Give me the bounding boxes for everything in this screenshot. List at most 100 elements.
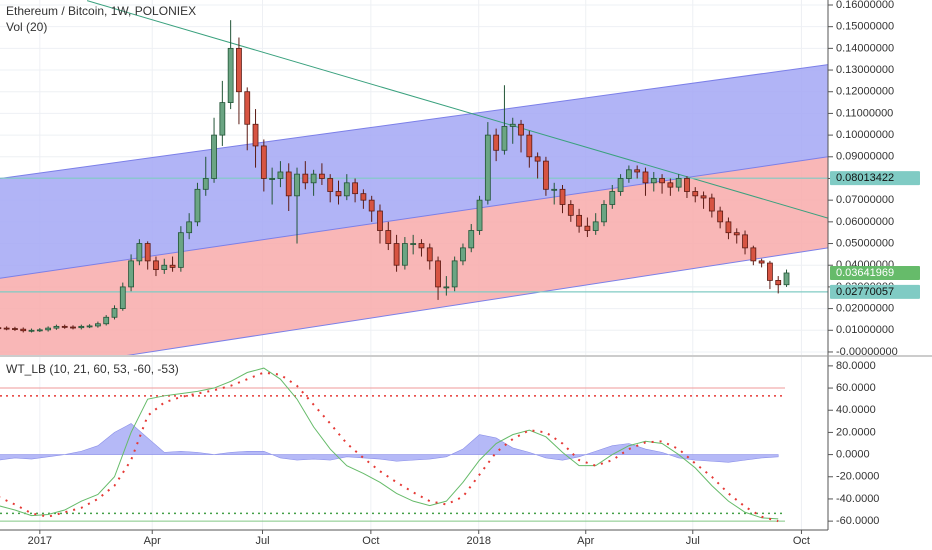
candle-body: [20, 328, 27, 332]
x-tick-label: Oct: [793, 535, 810, 547]
price-label-box: [830, 171, 920, 186]
channel-line: [0, 64, 828, 179]
y-tick-label: 0.09000000: [836, 151, 894, 163]
y-tick-label: 0.15000000: [836, 21, 894, 33]
y-tick-label: 0.14000000: [836, 42, 894, 54]
candle-body: [352, 182, 358, 195]
x-tick-label: 2017: [28, 535, 52, 547]
candle-body: [12, 328, 18, 330]
candle-body: [119, 286, 126, 309]
candle-body: [53, 325, 60, 329]
volume-label: Vol (20): [6, 20, 47, 34]
candle-body: [61, 325, 68, 328]
candle-body: [725, 221, 732, 234]
chart-title: Ethereum / Bitcoin, 1W, POLONIEX: [6, 4, 196, 18]
candle-body: [559, 188, 566, 205]
candle-body: [144, 243, 151, 262]
candle-body: [534, 156, 541, 162]
candle-body: [219, 102, 226, 136]
indicator-line: [0, 367, 779, 520]
candle-body: [401, 243, 408, 266]
candle-body: [476, 199, 483, 231]
candle-body: [211, 134, 217, 179]
x-tick-label: Oct: [362, 535, 379, 547]
candle-body: [202, 178, 209, 190]
candle-body: [609, 191, 616, 205]
y-tick-label: 0.01000000: [836, 324, 894, 336]
candle-body: [368, 199, 375, 212]
candle-body: [177, 232, 184, 268]
candle-body: [733, 232, 740, 236]
candle-body: [551, 188, 558, 191]
y-tick-label: 0.16000000: [836, 0, 894, 11]
candle-body: [783, 272, 790, 286]
channel-lower-band: [0, 156, 828, 355]
candle-body: [617, 178, 624, 192]
candle-body: [625, 169, 632, 179]
x-tick-label: Jul: [255, 535, 269, 547]
y-tick-label: 0.10000000: [836, 129, 894, 141]
candle-body: [360, 193, 367, 201]
candle-body: [750, 247, 757, 262]
candle-body: [161, 264, 168, 270]
candle-body: [601, 204, 607, 223]
candle-body: [659, 178, 665, 184]
candle-body: [3, 327, 10, 330]
candle-body: [650, 178, 657, 184]
indicator-line: [0, 371, 779, 523]
candle-body: [252, 123, 259, 147]
candle-body: [592, 221, 599, 231]
candle-body: [70, 326, 76, 329]
candle-body: [194, 188, 201, 223]
candle-body: [775, 280, 782, 286]
y-tick-label: -60.0000: [836, 515, 879, 527]
candle-body: [426, 247, 433, 262]
candle-body: [136, 243, 143, 262]
candle-body: [509, 123, 516, 127]
indicator-pane: [0, 357, 802, 530]
x-tick-label: Jul: [686, 535, 700, 547]
candle-body: [484, 134, 491, 201]
candle-body: [700, 195, 707, 199]
candle-body: [758, 260, 765, 264]
y-tick-label: 0.0000: [836, 448, 870, 460]
y-tick-label: 0.05000000: [836, 237, 894, 249]
candle-body: [277, 171, 284, 179]
candle-body: [186, 221, 193, 234]
y-tick-label: 0.07000000: [836, 194, 894, 206]
price-label: 0.08013422: [836, 172, 894, 184]
y-tick-label: -0.00000000: [836, 346, 898, 358]
candle-body: [227, 47, 234, 103]
price-label-box: [830, 284, 920, 299]
candle-body: [584, 225, 591, 231]
candle-body: [377, 210, 383, 231]
candle-body: [28, 329, 35, 332]
candle-body: [335, 191, 342, 197]
x-tick-label: 2018: [466, 535, 490, 547]
candle-body: [86, 325, 93, 328]
candle-body: [667, 182, 674, 188]
candle-body: [468, 230, 475, 249]
candle-body: [443, 286, 450, 289]
y-tick-label: 0.13000000: [836, 64, 894, 76]
candle-body: [260, 145, 267, 179]
candle-body: [543, 160, 549, 190]
candle-body: [294, 173, 300, 197]
candle-body: [742, 234, 748, 249]
candle-body: [153, 260, 159, 270]
candle-body: [319, 173, 325, 179]
x-tick-label: Apr: [577, 535, 594, 547]
candle-body: [393, 243, 400, 266]
price-label-box: [830, 265, 920, 280]
candle-body: [103, 316, 110, 325]
candle-body: [111, 308, 118, 318]
histogram-area: [0, 423, 779, 463]
candle-body: [128, 260, 134, 288]
candle-body: [518, 123, 524, 136]
y-tick-label: -40.0000: [836, 493, 879, 505]
candle-body: [767, 262, 773, 281]
price-pane: [0, 0, 828, 355]
candle-body: [169, 264, 176, 268]
candle-body: [435, 260, 441, 288]
